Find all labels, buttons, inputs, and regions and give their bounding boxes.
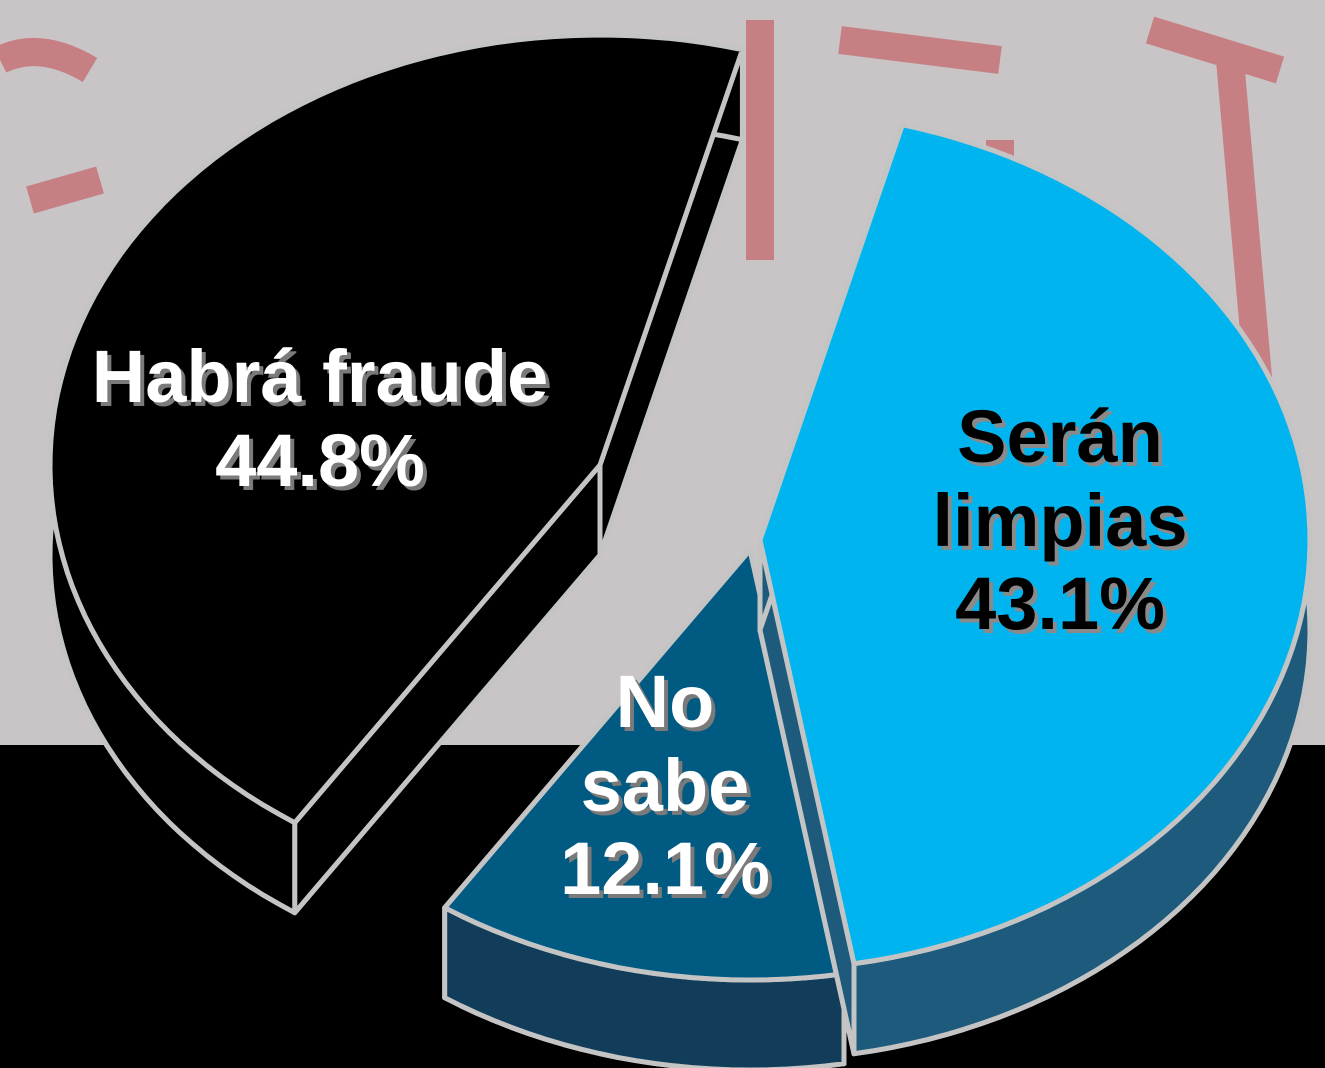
value-label: 12.1% xyxy=(560,827,770,911)
slice xyxy=(757,122,1313,967)
value-label: 44.8% xyxy=(215,418,425,502)
background-letters xyxy=(0,16,1285,402)
value-label: 43.1% xyxy=(955,562,1165,646)
slice-label: Serán limpias 43.1% xyxy=(900,395,1220,646)
slice xyxy=(442,547,847,983)
pie xyxy=(47,32,1313,1068)
category-label: Serán limpias xyxy=(932,395,1188,562)
slice-label: Habrá fraude 44.8% xyxy=(30,335,610,502)
category-label: No sabe xyxy=(580,660,750,827)
slice-label: No sabe 12.1% xyxy=(530,660,800,911)
slice xyxy=(47,32,745,826)
category-label: Habrá fraude xyxy=(91,335,549,418)
